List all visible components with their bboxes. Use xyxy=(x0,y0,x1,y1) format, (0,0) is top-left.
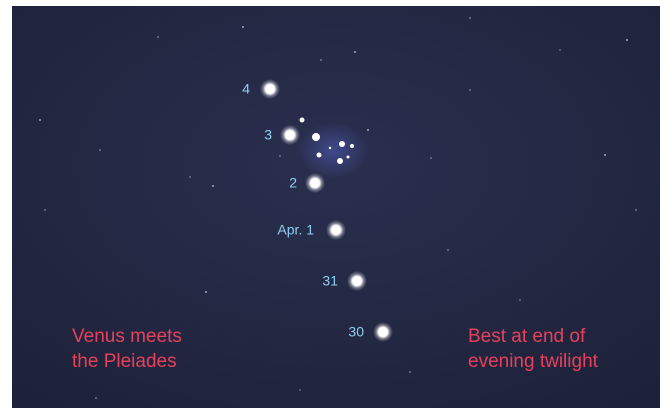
page: {"venus_positions": [{"label": "4"}, {"l… xyxy=(0,0,660,414)
date-label: 31 xyxy=(322,273,338,289)
caption-left: the Pleiades xyxy=(72,351,177,372)
venus-dot xyxy=(347,271,367,291)
venus-dot xyxy=(260,79,280,99)
venus-dot xyxy=(326,220,346,240)
caption-right: evening twilight xyxy=(468,351,599,372)
caption-right: Best at end of xyxy=(468,326,586,347)
venus-dot xyxy=(373,322,393,342)
date-label: 4 xyxy=(242,81,250,97)
date-label: 2 xyxy=(289,175,297,191)
sky-chart: 4 3 2 Apr. 1 31 30 Venus meets the Pleia… xyxy=(0,0,660,414)
sky-background xyxy=(12,6,660,408)
caption-left: Venus meets xyxy=(72,326,182,347)
venus-dot xyxy=(305,173,325,193)
date-label: 3 xyxy=(264,127,272,143)
date-label: Apr. 1 xyxy=(277,222,314,238)
venus-dot xyxy=(280,125,300,145)
date-label: 30 xyxy=(348,324,364,340)
